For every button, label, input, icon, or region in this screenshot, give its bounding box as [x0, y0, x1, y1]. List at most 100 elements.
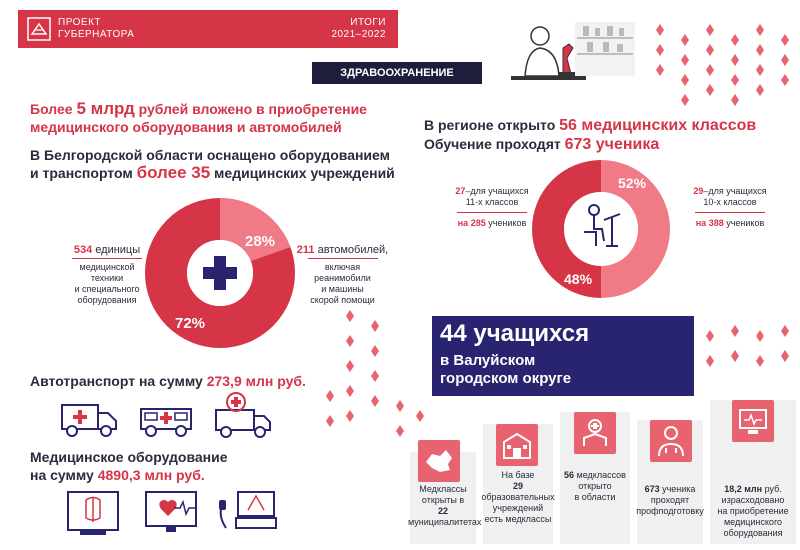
equip-num: 534: [73, 244, 93, 256]
medical-cross-icon: [203, 256, 237, 290]
stat2-l3: учреждений: [492, 503, 544, 513]
stat4-l3: профподготовку: [636, 506, 704, 516]
headline1-post: рублей вложено в приобретение: [134, 101, 367, 117]
stat2-l1: На базе: [501, 470, 535, 480]
equip-desc-0: медицинской: [79, 262, 135, 272]
donut-top-pct: 28%: [245, 233, 275, 250]
stat5-l5: оборудования: [723, 528, 783, 538]
grade11-divider: [457, 212, 527, 213]
stat5-l3: на приобретение: [717, 506, 789, 516]
stat-classes: 56 медклассов открыто в области: [558, 470, 632, 503]
ultrasound-icon: [219, 491, 277, 529]
cars-divider: [307, 258, 378, 259]
valuyki-banner: 44 учащихся в Валуйском городском округе: [432, 316, 694, 396]
stat1-l1: Медклассы: [419, 484, 467, 494]
cars-desc-1: реанимобили: [314, 273, 371, 283]
classes-pre: В регионе открыто: [424, 117, 560, 133]
headline1-pre: Более: [30, 101, 77, 117]
grade11-num: 27: [455, 186, 466, 196]
equip-divider: [72, 258, 142, 259]
student-desk-icon: [584, 204, 621, 247]
decorative-diamond-pattern-2: [326, 310, 424, 437]
equipment-label: 534 единицы медицинской техники и специа…: [52, 244, 162, 306]
grade10-l3: учеников: [723, 218, 765, 228]
auto-num: 273,9 млн руб.: [206, 373, 306, 389]
stat2-num: 29: [512, 481, 523, 491]
project-line2: ГУБЕРНАТОРА: [58, 29, 135, 40]
headline2-post: медицинских учреждений: [210, 165, 395, 181]
donut-segment-48: [532, 160, 601, 298]
equip-desc-2: и специального: [74, 284, 140, 294]
cars-desc-3: скорой помощи: [310, 295, 375, 305]
grade10-label: 29–для учащихся 10-х классов на 388 учен…: [676, 186, 784, 229]
grade11-label: 27–для учащихся 11-х классов на 285 учен…: [438, 186, 546, 229]
stat2-l4: есть медклассы: [484, 514, 552, 524]
med-num: 4890,3 млн руб.: [97, 467, 205, 483]
scientist-microscope-icon: [511, 22, 635, 80]
stat4-num: 673: [644, 484, 660, 494]
cars-desc-2: и машины: [321, 284, 364, 294]
grade11-num2: на 285: [457, 218, 486, 228]
doctor-student-icon: [650, 420, 692, 462]
medical-truck-icon: [215, 392, 271, 438]
study-pre: Обучение проходят: [424, 136, 565, 152]
years-label: 2021–2022: [331, 29, 386, 40]
cars-unit: автомобилей,: [314, 244, 389, 256]
stat3-num: 56: [564, 470, 575, 480]
banner-big: 44 учащихся: [440, 320, 590, 347]
itogi-label: ИТОГИ: [350, 17, 386, 28]
ambulance-van-icon: [140, 408, 192, 437]
grade11-l2: 11-х классов: [465, 197, 519, 207]
headline2-line1: В Белгородской области оснащено оборудов…: [30, 147, 391, 163]
heart-monitor-icon: [145, 491, 197, 532]
stat-spent: 18,2 млн руб. израсходовано на приобрете…: [710, 484, 796, 539]
stat3-l1: медклассов: [574, 470, 626, 480]
stat5-num: 18,2 млн: [724, 484, 763, 494]
med-line1: Медицинское оборудование: [30, 449, 228, 465]
cars-desc-0: включая: [324, 262, 361, 272]
medical-class-icon: [574, 412, 616, 454]
med-pre: на сумму: [30, 467, 98, 483]
governor-logo-icon: [27, 17, 51, 41]
decorative-diamond-pattern-3: [706, 325, 789, 367]
equip-unit: единицы: [92, 244, 141, 256]
project-title: ПРОЕКТ ГУБЕРНАТОРА: [58, 17, 134, 41]
project-line1: ПРОЕКТ: [58, 17, 102, 28]
cars-num: 211: [296, 244, 315, 256]
ambulance-icon: [61, 404, 117, 437]
auto-sum: Автотранспорт на сумму 273,9 млн руб.: [30, 372, 350, 390]
headline2-pre: и транспортом: [30, 165, 137, 181]
header-bar: ПРОЕКТ ГУБЕРНАТОРА ИТОГИ 2021–2022: [18, 10, 398, 48]
results-label: ИТОГИ 2021–2022: [331, 17, 386, 41]
headline1-num: 5 млрд: [76, 99, 135, 118]
grade10-divider: [695, 212, 765, 213]
section-badge: ЗДРАВООХРАНЕНИЕ: [312, 62, 482, 84]
stat1-num: 22: [437, 506, 448, 516]
grade10-num: 29: [693, 186, 704, 196]
right-donut-top-pct: 52%: [618, 175, 647, 191]
equipment-donut-chart: 28% 72%: [145, 198, 295, 348]
stat3-l3: в области: [574, 492, 616, 502]
banner-sub1: в Валуйском: [440, 352, 536, 369]
stat5-l4: медицинского: [723, 517, 783, 527]
stat5-l1: руб.: [762, 484, 782, 494]
school-building-icon: [496, 424, 538, 466]
donut-segment-28: [220, 198, 291, 261]
stat-students: 673 ученика проходят профподготовку: [635, 484, 705, 517]
donut-segment-52: [601, 160, 670, 298]
stat-institutions: На базе 29 образовательных учреждений ес…: [480, 470, 556, 525]
stat3-l2: открыто: [578, 481, 612, 491]
medical-monitor-icon: [732, 400, 774, 442]
grade11-l3: учеников: [485, 218, 527, 228]
equip-desc-1: техники: [90, 273, 124, 283]
cars-label: 211 автомобилей, включая реанимобили и м…: [290, 244, 395, 306]
headline-investment: Более 5 млрд рублей вложено в приобретен…: [30, 100, 410, 136]
stat2-l2: образовательных: [481, 492, 555, 502]
region-map-icon: [418, 440, 460, 482]
banner-sub2: городском округе: [440, 370, 572, 387]
banner-sub: в Валуйском городском округе: [440, 352, 571, 388]
right-donut-bottom-pct: 48%: [564, 271, 593, 287]
stat1-l2: открыты в: [421, 495, 465, 505]
equip-desc-3: оборудования: [77, 295, 137, 305]
headline-institutions: В Белгородской области оснащено оборудов…: [30, 146, 420, 182]
